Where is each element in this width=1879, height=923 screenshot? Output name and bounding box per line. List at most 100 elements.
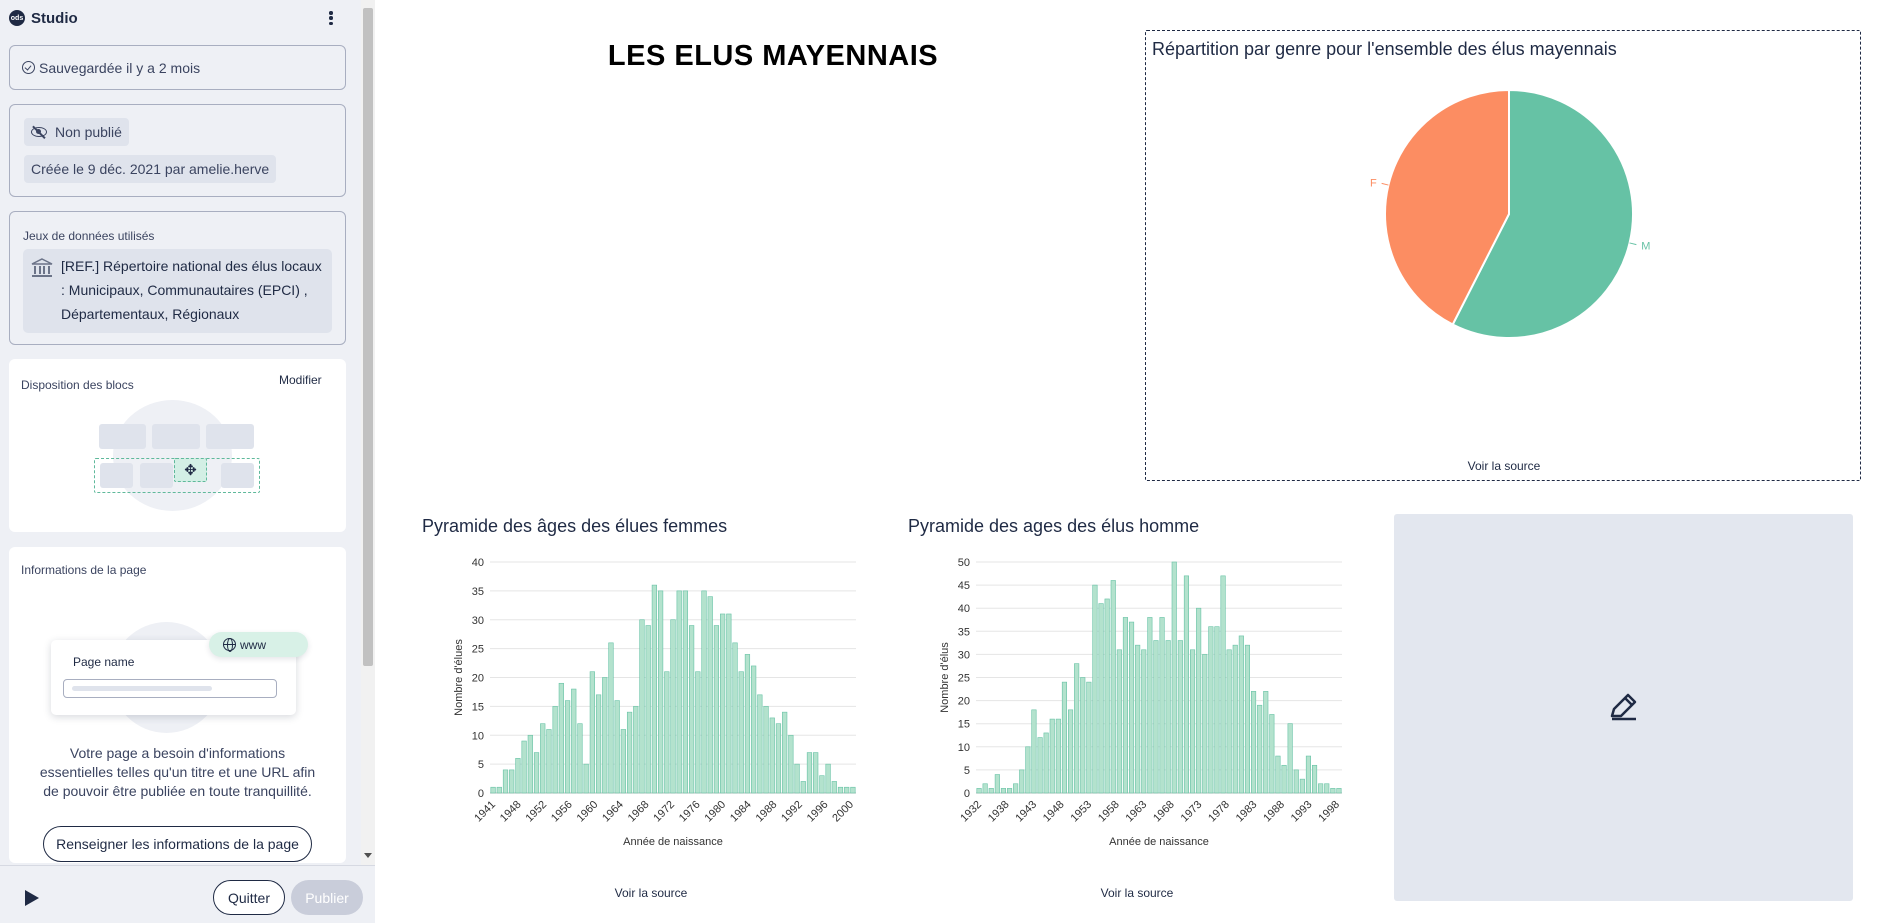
histogram-bar bbox=[676, 590, 682, 794]
histogram-bar bbox=[1220, 575, 1226, 794]
histogram-bar bbox=[769, 717, 775, 794]
histogram-bar bbox=[701, 590, 707, 794]
more-options-icon[interactable] bbox=[324, 9, 338, 27]
fill-page-info-button[interactable]: Renseigner les informations de la page bbox=[43, 826, 312, 862]
histogram-bar bbox=[1061, 681, 1067, 794]
ods-logo-icon: ods bbox=[9, 10, 25, 26]
y-tick-label: 5 bbox=[478, 759, 484, 771]
histogram-bar bbox=[1232, 644, 1238, 794]
x-tick-label: 1998 bbox=[1316, 799, 1342, 825]
save-status-card: Sauvegardée il y a 2 mois bbox=[9, 45, 346, 90]
y-tick-label: 40 bbox=[472, 557, 484, 569]
publish-button[interactable]: Publier bbox=[291, 880, 363, 915]
pie-chart: MF bbox=[1370, 88, 1650, 339]
pie-label-leader bbox=[1629, 242, 1637, 246]
institution-icon bbox=[31, 258, 53, 277]
histogram-bar bbox=[994, 774, 1000, 794]
histogram-bar bbox=[682, 590, 689, 794]
histogram-bar bbox=[1336, 788, 1342, 794]
check-circle-icon bbox=[22, 61, 35, 74]
histogram-bar bbox=[1007, 788, 1013, 794]
histogram-bar bbox=[1257, 704, 1263, 794]
histogram-bar bbox=[1019, 769, 1025, 794]
histogram-bar bbox=[1122, 617, 1128, 794]
histogram-bar bbox=[988, 788, 994, 794]
pie-slice-label: F bbox=[1370, 177, 1377, 189]
dataset-name: [REF.] Répertoire national des élus loca… bbox=[61, 258, 322, 322]
x-tick-label: 1980 bbox=[702, 799, 728, 825]
men-source-link[interactable]: Voir la source bbox=[1100, 886, 1174, 900]
histogram-bar bbox=[1263, 691, 1269, 794]
histogram-bar bbox=[558, 682, 564, 794]
x-tick-label: 1941 bbox=[472, 799, 498, 825]
y-tick-label: 25 bbox=[958, 673, 970, 685]
publish-status-text: Non publié bbox=[55, 124, 122, 140]
globe-icon bbox=[223, 638, 236, 652]
histogram-bar bbox=[595, 694, 602, 794]
sidebar-scroll-thumb[interactable] bbox=[363, 8, 373, 666]
x-axis-label: Année de naissance bbox=[623, 836, 723, 848]
histogram-bar bbox=[1013, 783, 1019, 794]
layout-block bbox=[99, 424, 146, 449]
histogram-bar bbox=[509, 769, 515, 794]
empty-block-placeholder[interactable] bbox=[1394, 514, 1853, 901]
histogram-bar bbox=[1000, 788, 1006, 794]
histogram-bar bbox=[1171, 561, 1177, 794]
women-source-link[interactable]: Voir la source bbox=[614, 886, 688, 900]
y-tick-label: 45 bbox=[958, 580, 970, 592]
histogram-bar bbox=[713, 625, 720, 794]
y-tick-label: 10 bbox=[472, 730, 484, 742]
quit-button[interactable]: Quitter bbox=[213, 880, 285, 915]
histogram-bar bbox=[1250, 691, 1257, 794]
histogram-bar bbox=[651, 584, 657, 794]
preview-play-icon[interactable] bbox=[25, 890, 39, 906]
histogram-bar bbox=[738, 671, 744, 794]
www-label: www bbox=[240, 637, 266, 652]
histogram-bar bbox=[1299, 778, 1305, 794]
modify-layout-link[interactable]: Modifier bbox=[279, 373, 322, 387]
histogram-bar bbox=[1110, 580, 1116, 794]
histogram-bar bbox=[670, 619, 676, 794]
histogram-bar bbox=[788, 734, 794, 794]
histogram-bar bbox=[1226, 649, 1232, 794]
y-tick-label: 15 bbox=[472, 701, 484, 713]
histogram-bar bbox=[775, 723, 782, 794]
pie-chart-title: Répartition par genre pour l'ensemble de… bbox=[1152, 39, 1617, 59]
pie-chart-block[interactable]: Répartition par genre pour l'ensemble de… bbox=[1145, 30, 1861, 481]
dataset-item[interactable]: [REF.] Répertoire national des élus loca… bbox=[23, 249, 332, 333]
histogram-bar bbox=[620, 729, 626, 794]
info-description: Votre page a besoin d'informations essen… bbox=[39, 745, 316, 799]
histogram-bar bbox=[1055, 718, 1061, 794]
page-name-label: Page name bbox=[73, 655, 135, 669]
x-tick-label: 1943 bbox=[1013, 799, 1039, 825]
x-tick-label: 1956 bbox=[549, 799, 575, 825]
histogram-bar bbox=[527, 734, 533, 794]
scroll-down-arrow-icon[interactable] bbox=[364, 853, 372, 858]
x-tick-label: 2000 bbox=[830, 799, 856, 825]
histogram-bar bbox=[819, 775, 825, 794]
histogram-bar bbox=[521, 740, 527, 794]
histogram-bar bbox=[1104, 598, 1110, 794]
y-axis-label: Nombre d'élues bbox=[453, 639, 465, 716]
histogram-bar bbox=[1318, 783, 1324, 794]
layout-block bbox=[206, 424, 254, 449]
pie-slice-label: M bbox=[1641, 241, 1650, 253]
x-tick-label: 1963 bbox=[1124, 799, 1150, 825]
histogram-bar bbox=[1049, 718, 1055, 794]
histogram-bar bbox=[1324, 783, 1330, 794]
y-tick-label: 35 bbox=[958, 626, 970, 638]
histogram-bar bbox=[533, 752, 540, 794]
men-age-histogram: 0 5 10 15 20 25 30 35 40 45 50 1932 1938 1943 1948 1953… bbox=[939, 557, 1342, 848]
y-tick-label: 50 bbox=[958, 557, 970, 569]
histogram-bar bbox=[1244, 644, 1251, 794]
histogram-bar bbox=[515, 758, 521, 794]
sidebar-header: ods Studio bbox=[0, 0, 360, 36]
histogram-bar bbox=[1147, 617, 1153, 794]
histogram-bar bbox=[782, 711, 788, 794]
pie-source-link[interactable]: Voir la source bbox=[1467, 459, 1541, 473]
layout-block bbox=[100, 463, 133, 488]
layout-block bbox=[140, 463, 173, 488]
histogram-bar bbox=[502, 769, 509, 794]
sidebar-footer: Quitter Publier bbox=[0, 865, 375, 923]
histogram-bar bbox=[1043, 732, 1049, 794]
